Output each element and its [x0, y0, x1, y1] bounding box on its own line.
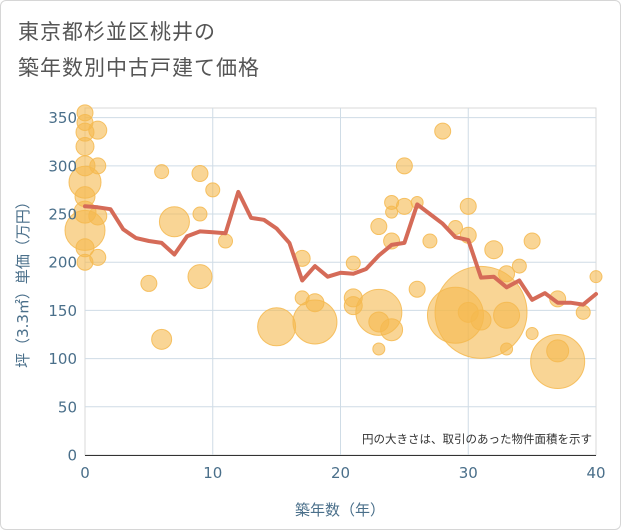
bubble-point: [154, 164, 170, 180]
bubble-point: [525, 327, 539, 341]
bubble-point: [511, 258, 527, 274]
y-tick-label: 50: [58, 398, 77, 416]
bubble-layer: [64, 104, 603, 390]
bubble-point: [345, 255, 361, 271]
bubble-point: [434, 122, 452, 140]
y-tick-label: 150: [48, 302, 77, 320]
y-axis-label: 坪（3.3㎡）単価（万円）: [14, 194, 32, 368]
bubble-point: [500, 342, 514, 356]
x-tick-label: 0: [80, 464, 90, 482]
bubble-point: [575, 304, 591, 320]
x-tick-label: 20: [331, 464, 350, 482]
bubble-point: [368, 311, 390, 333]
bubble-point: [546, 339, 570, 363]
x-tick-labels: 0 10 20 30 40: [80, 464, 605, 482]
bubble-point: [89, 157, 107, 175]
bubble-point: [76, 113, 94, 131]
bubble-point: [187, 264, 213, 290]
bubble-point: [88, 120, 108, 140]
bubble-point: [589, 270, 603, 284]
bubble-point: [422, 233, 438, 249]
bubble-point: [343, 296, 363, 316]
y-tick-label: 200: [48, 254, 77, 272]
bubble-point: [192, 206, 208, 222]
x-tick-label: 10: [203, 464, 222, 482]
bubble-point: [484, 240, 504, 260]
y-tick-label: 100: [48, 350, 77, 368]
bubble-point: [408, 280, 426, 298]
bubble-point: [205, 182, 221, 198]
bubble-point: [191, 165, 209, 183]
bubble-point: [140, 274, 158, 292]
x-tick-label: 40: [586, 464, 605, 482]
bubble-point: [523, 232, 541, 250]
bubble-point: [89, 248, 107, 266]
bubble-point: [294, 290, 310, 306]
bubble-point: [158, 206, 190, 238]
y-tick-label: 350: [48, 109, 77, 127]
chart-title: 東京都杉並区桃井の 築年数別中古戸建て価格: [18, 14, 260, 86]
average-price-line: [83, 189, 598, 307]
bubble-point: [74, 186, 96, 208]
size-annotation: 円の大きさは、取引のあった物件面積を示す: [362, 432, 592, 446]
x-tick-label: 30: [459, 464, 478, 482]
bubble-point: [75, 137, 95, 157]
chart-title-line-1: 東京都杉並区桃井の: [18, 20, 216, 44]
bubble-point: [385, 205, 399, 219]
bubble-point: [151, 328, 173, 350]
bubble-point: [257, 307, 297, 347]
bubble-point: [372, 342, 386, 356]
bubble-point: [218, 233, 234, 249]
bubble-point: [395, 157, 413, 175]
bubble-point: [493, 301, 521, 329]
bubble-point: [459, 197, 477, 215]
y-tick-labels: 0 50 100 150 200 250 300 350: [48, 109, 77, 464]
trend-line-layer: [83, 189, 598, 307]
y-tick-label: 0: [67, 447, 77, 465]
bubble-point: [370, 218, 388, 236]
x-axis-label: 築年数（年）: [295, 501, 385, 519]
bubble-point: [470, 309, 492, 331]
y-tick-label: 300: [48, 157, 77, 175]
chart-title-line-2: 築年数別中古戸建て価格: [18, 56, 260, 80]
bubble-point: [498, 265, 516, 283]
y-tick-label: 250: [48, 206, 77, 224]
